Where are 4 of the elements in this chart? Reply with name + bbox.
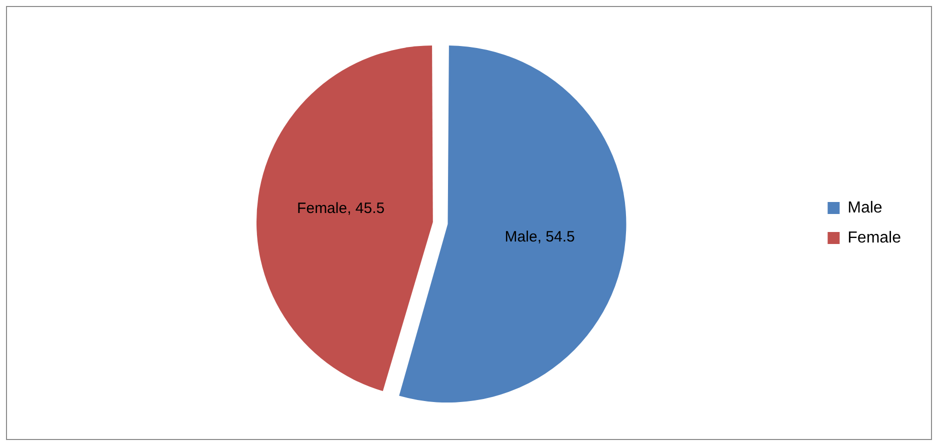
legend-label: Female	[848, 229, 902, 246]
data-label: Female, 45.5	[297, 200, 385, 217]
legend-label: Male	[848, 199, 882, 216]
data-label: Male, 54.5	[504, 228, 575, 246]
